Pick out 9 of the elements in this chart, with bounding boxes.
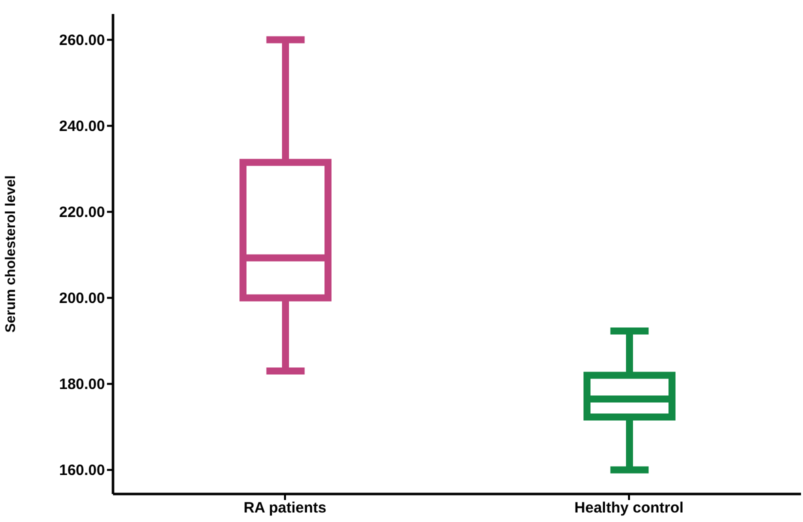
y-tick-label: 220.00 [59,204,105,222]
y-axis-title: Serum cholesterol level [2,175,18,333]
y-tick-label: 260.00 [59,32,105,50]
x-tick-label: RA patients [244,500,326,517]
y-tick-label: 200.00 [59,290,105,308]
y-tick-label: 240.00 [59,118,105,136]
y-tick-label: 180.00 [59,376,105,394]
x-tick-label: Healthy control [574,500,684,517]
y-tick-label: 160.00 [59,462,105,480]
